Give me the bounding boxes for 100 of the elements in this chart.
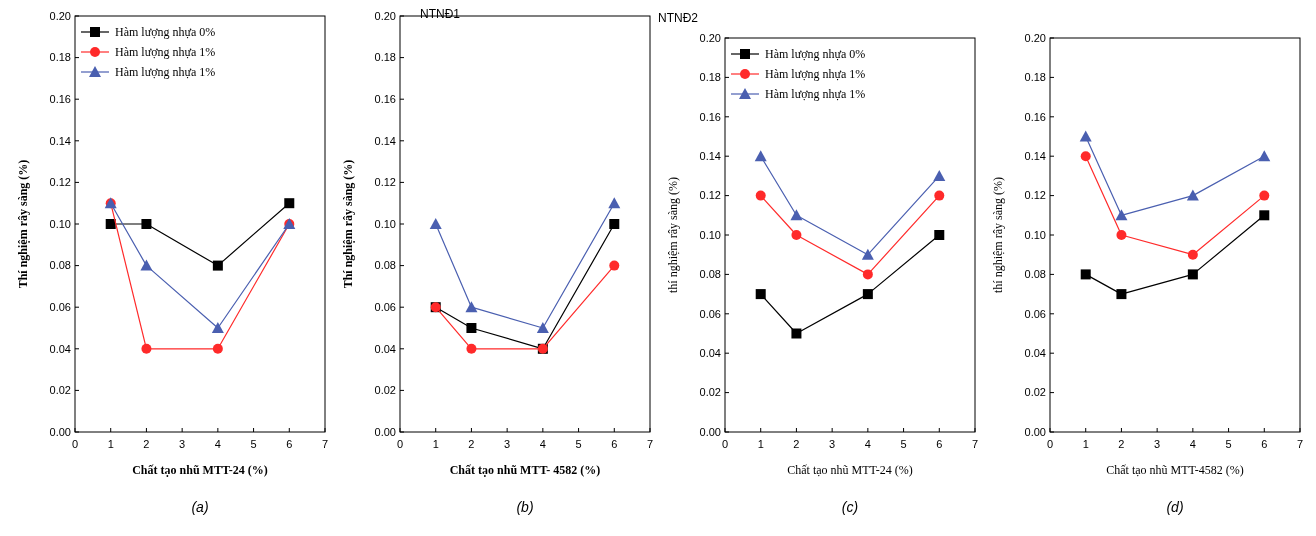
point	[284, 198, 295, 209]
text: (b)	[516, 499, 534, 515]
x-tick-label: 0	[721, 438, 729, 450]
y-tick-label: 0.02	[374, 384, 396, 397]
y-tick-label: 0.10	[1024, 228, 1046, 241]
x-tick-label: 1	[107, 438, 114, 450]
point	[536, 322, 549, 333]
y-tick-label: 0.16	[374, 93, 396, 106]
point	[105, 219, 116, 229]
y-tick-label: 0.14	[1024, 150, 1046, 163]
x-tick-label: 0	[396, 438, 404, 450]
point	[1080, 269, 1091, 280]
point	[791, 328, 802, 339]
point	[608, 197, 621, 209]
point	[141, 343, 152, 354]
x-tick-label: 2	[468, 438, 475, 450]
y-tick-label: 0.04	[374, 342, 396, 355]
y-tick-label: 0.10	[699, 228, 721, 241]
x-tick-label: 0	[71, 438, 79, 450]
point	[1259, 190, 1270, 201]
text: (a)	[191, 499, 209, 515]
x-tick-label: 1	[757, 438, 764, 450]
legend-label: Hàm lượng nhựa 0%	[765, 47, 866, 62]
x-tick-label: 0	[1046, 438, 1054, 450]
x-tick-label: 1	[1082, 438, 1089, 450]
y-tick-label: 0.02	[49, 384, 71, 397]
point	[609, 219, 620, 229]
x-tick-label: 5	[900, 438, 907, 450]
y-tick-label: 0.08	[49, 259, 71, 272]
x-tick-label: 4	[1189, 438, 1196, 450]
y-tick-label: 0.02	[699, 386, 721, 399]
x-tick-label: 2	[1118, 438, 1125, 450]
y-tick-label: 0.06	[49, 301, 71, 314]
y-axis-title: Thí nghiệm rây sàng (%)	[16, 159, 30, 289]
point	[609, 260, 620, 271]
point	[791, 230, 802, 240]
x-tick-label: 7	[971, 438, 979, 450]
x-tick-label: 4	[539, 438, 546, 450]
chart-title: NTNĐ1	[420, 7, 461, 21]
point	[141, 219, 152, 229]
y-tick-label: 0.16	[699, 110, 721, 123]
legend-label: Hàm lượng nhựa 0%	[115, 25, 216, 40]
y-tick-label: 0.20	[374, 9, 396, 22]
y-tick-label: 0.18	[49, 51, 71, 64]
x-tick-label: 7	[646, 438, 654, 450]
y-tick-label: 0.18	[699, 71, 721, 84]
x-tick-label: 1	[432, 438, 439, 450]
text: (c)	[841, 499, 859, 515]
text: (d)	[1166, 499, 1184, 515]
x-axis-title: Chất tạo nhũ MTT- 4582 (%)	[449, 463, 601, 477]
y-tick-label: 0.00	[1024, 425, 1046, 438]
point	[1080, 151, 1091, 162]
y-tick-label: 0.18	[374, 51, 396, 64]
point	[755, 289, 766, 300]
y-tick-label: 0.04	[49, 342, 71, 355]
point	[212, 260, 223, 271]
x-tick-label: 5	[575, 438, 582, 450]
y-axis-title: thí nghiệm rây sàng (%)	[666, 177, 680, 293]
x-tick-label: 3	[1154, 438, 1161, 450]
legend-label: Hàm lượng nhựa 1%	[765, 67, 866, 82]
x-tick-label: 2	[793, 438, 800, 450]
point	[429, 218, 442, 229]
point	[933, 169, 946, 181]
point	[1187, 269, 1198, 280]
point	[790, 209, 803, 221]
legend-label: Hàm lượng nhựa 1%	[115, 45, 216, 60]
point	[862, 289, 873, 300]
y-tick-label: 0.20	[49, 9, 71, 22]
point	[1115, 209, 1128, 221]
point	[1186, 189, 1199, 201]
point	[1116, 289, 1127, 300]
x-tick-label: 5	[250, 438, 257, 450]
y-tick-label: 0.00	[374, 425, 396, 438]
point	[466, 343, 477, 354]
y-tick-label: 0.00	[49, 425, 71, 438]
y-tick-label: 0.06	[374, 301, 396, 314]
y-axis-title: Thí nghiệm rây sàng (%)	[341, 159, 355, 289]
y-tick-label: 0.06	[699, 307, 721, 320]
point	[861, 248, 874, 260]
y-tick-label: 0.00	[699, 425, 721, 438]
y-tick-label: 0.18	[1024, 71, 1046, 84]
y-axis-title: thí nghiệm rây sàng (%)	[991, 177, 1005, 293]
point	[211, 322, 224, 333]
point	[1259, 210, 1270, 221]
y-tick-label: 0.02	[1024, 386, 1046, 399]
point	[1258, 150, 1271, 162]
x-tick-label: 4	[214, 438, 221, 450]
x-tick-label: 6	[611, 438, 618, 450]
y-tick-label: 0.14	[374, 134, 396, 147]
y-tick-label: 0.16	[49, 93, 71, 106]
x-tick-label: 3	[504, 438, 511, 450]
chart-title: NTNĐ2	[658, 11, 699, 25]
y-tick-label: 0.04	[699, 347, 721, 360]
point	[140, 259, 153, 271]
legend-label: Hàm lượng nhựa 1%	[115, 65, 216, 80]
x-tick-label: 4	[864, 438, 871, 450]
x-tick-label: 3	[829, 438, 836, 450]
y-tick-label: 0.20	[699, 31, 721, 44]
y-tick-label: 0.10	[374, 217, 396, 230]
y-tick-label: 0.06	[1024, 307, 1046, 320]
